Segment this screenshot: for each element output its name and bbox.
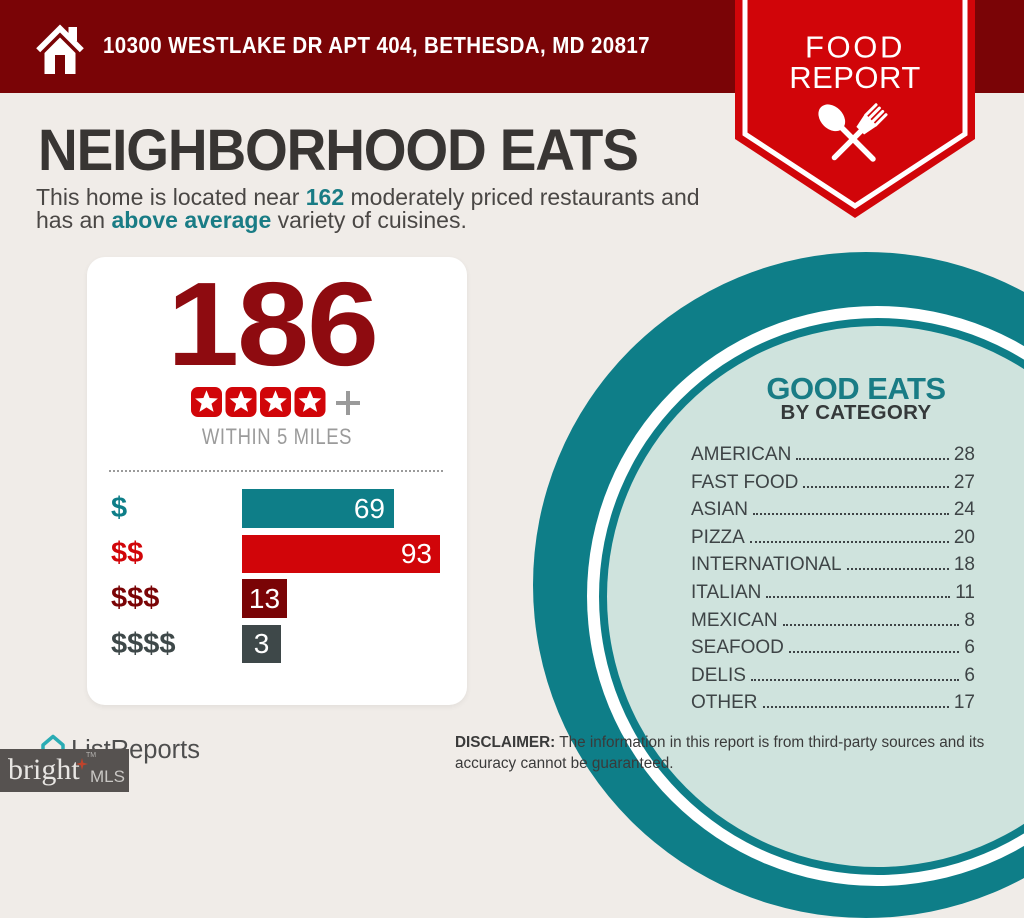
svg-text:FOOD: FOOD xyxy=(805,30,905,65)
svg-text:REPORT: REPORT xyxy=(789,60,921,95)
